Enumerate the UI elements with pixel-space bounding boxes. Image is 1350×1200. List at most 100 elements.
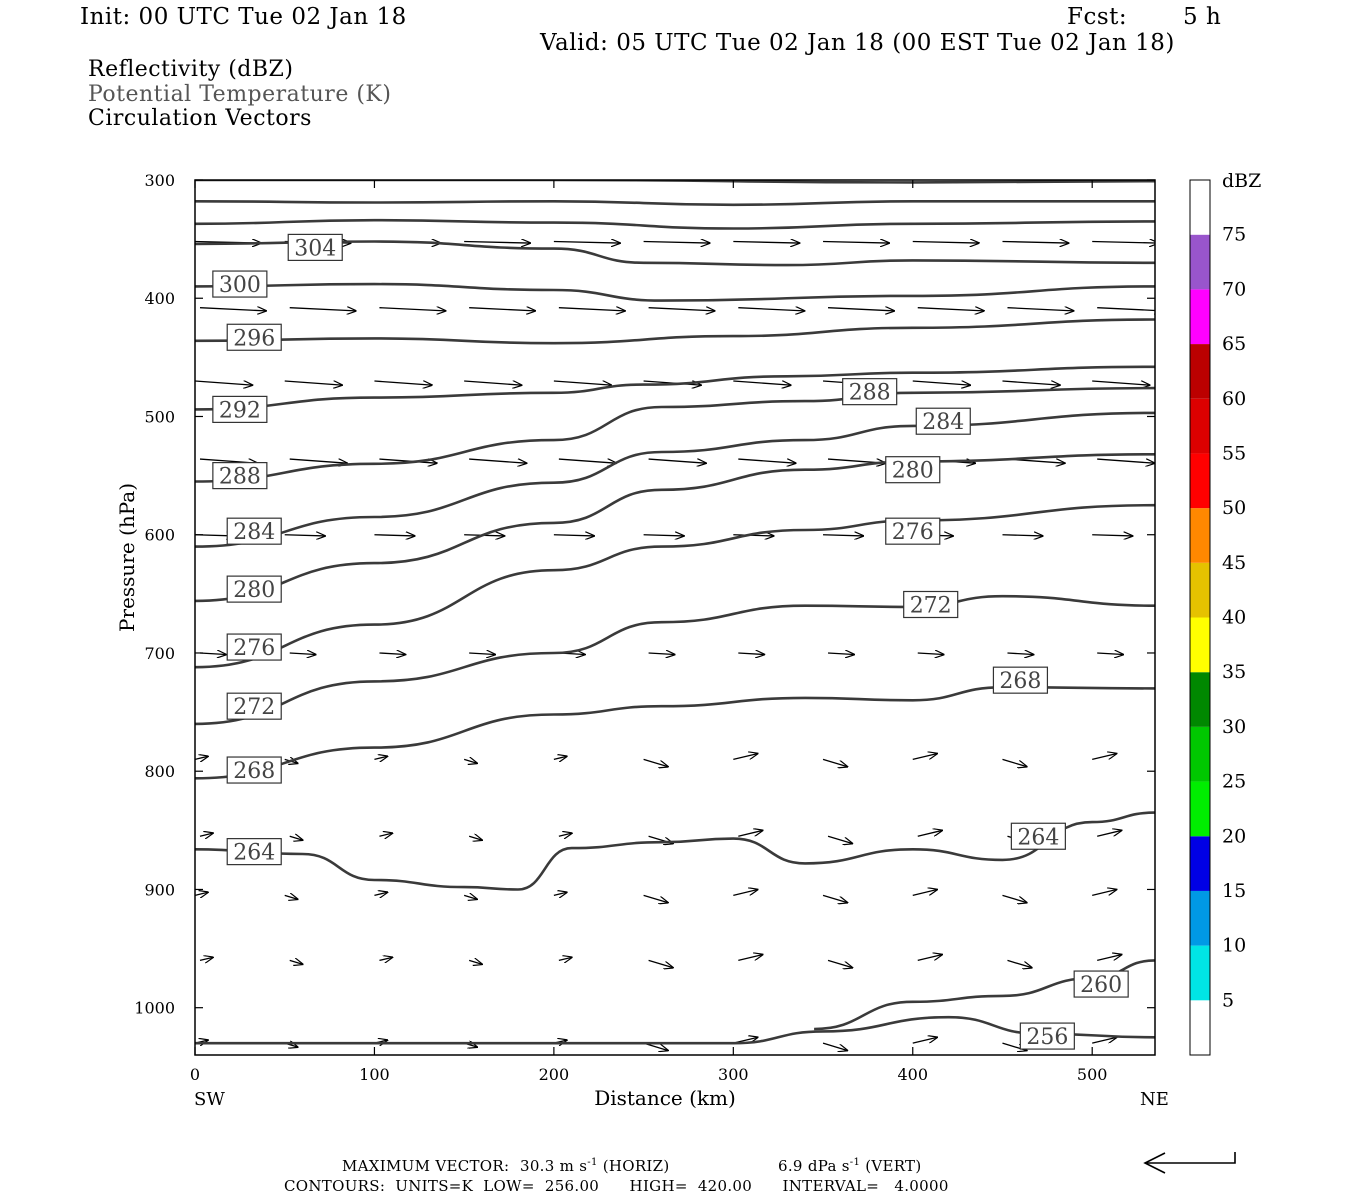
valid-time: Valid: 05 UTC Tue 02 Jan 18 (00 EST Tue …	[540, 30, 1175, 56]
circulation-vector	[379, 308, 445, 311]
contour-label-box	[226, 323, 282, 351]
circulation-vector	[822, 758, 847, 766]
colorbar-band	[1190, 672, 1210, 727]
circulation-vector	[463, 759, 477, 763]
circulation-vector	[822, 894, 847, 902]
reference-vector-head	[1143, 1152, 1166, 1174]
circulation-vector	[284, 380, 342, 385]
circulation-vector	[917, 955, 942, 962]
x-tick-label-200: 200	[539, 1065, 570, 1084]
isentrope-lines	[195, 180, 1155, 1045]
circulation-vector	[1097, 308, 1155, 311]
x-tick-label-100: 100	[359, 1065, 390, 1084]
contour-label-272: 272	[233, 695, 275, 720]
contour-label-280: 280	[233, 578, 275, 603]
colorbar-band	[1190, 453, 1210, 509]
circulation-vector	[648, 308, 715, 311]
x-tick-label-400: 400	[897, 1065, 928, 1084]
circulation-vector	[1092, 890, 1116, 897]
contour-label-300: 300	[219, 273, 261, 298]
contour-label-296: 296	[233, 326, 275, 351]
contour-label-box	[915, 407, 971, 435]
reference-vector-arrow	[1145, 1152, 1236, 1164]
circulation-vector	[195, 756, 208, 759]
y-tick-label-400: 400	[144, 289, 175, 308]
circulation-vector	[468, 960, 482, 964]
colorbar-frame	[1189, 179, 1211, 1056]
max-vector-label: MAXIMUM VECTOR:	[342, 1157, 510, 1175]
contour-label-box	[885, 456, 941, 484]
circulation-vector	[284, 895, 298, 899]
colorbar-label-5: 5	[1222, 989, 1234, 1011]
circulation-vector	[738, 308, 804, 311]
colorbar-band	[1190, 890, 1210, 946]
circulation-vector	[284, 535, 325, 536]
circulation-vector	[823, 535, 863, 536]
circulation-vector	[1002, 758, 1026, 766]
circulation-vector	[917, 830, 942, 837]
circulation-vector	[1002, 894, 1026, 902]
circulation-vector	[1002, 535, 1042, 536]
circulation-vector	[199, 308, 266, 311]
circulation-vector	[195, 892, 208, 895]
forecast-label: Fcst:	[1067, 4, 1128, 30]
contour-label-264: 264	[233, 841, 275, 866]
contour-label-box	[1010, 822, 1066, 850]
contour-label-272: 272	[910, 593, 952, 618]
y-tick-label-900: 900	[144, 880, 175, 899]
circulation-vector	[822, 1042, 847, 1050]
circulation-vector	[553, 535, 594, 536]
circulation-vector	[643, 241, 710, 243]
contour-label-284: 284	[233, 520, 275, 545]
contour-label-box	[885, 517, 941, 545]
circulation-vector	[553, 241, 620, 243]
contour-label-260: 260	[1080, 973, 1122, 998]
y-axis-title: Pressure (hPa)	[115, 483, 139, 632]
contour-label-292: 292	[219, 398, 261, 423]
colorbar-label-30: 30	[1222, 716, 1246, 738]
circulation-vector	[912, 380, 970, 385]
contour-label-box	[903, 590, 959, 619]
circulation-vector	[469, 653, 495, 655]
circulation-vector	[379, 458, 436, 463]
circulation-vector	[553, 892, 567, 895]
x-tick-label-0: 0	[190, 1065, 200, 1084]
field-circulation-vectors: Circulation Vectors	[88, 106, 312, 131]
circulation-vector	[553, 380, 611, 385]
circulation-vector	[648, 959, 673, 967]
x-end-label-right: NE	[1140, 1089, 1169, 1110]
circulation-vector	[379, 653, 405, 655]
isentrope-276	[195, 503, 1155, 669]
colorbar-label-55: 55	[1222, 442, 1246, 464]
isentrope-264	[195, 811, 1155, 891]
plot-frame	[194, 179, 1156, 1056]
y-tick-label-500: 500	[144, 407, 175, 426]
colorbar-band	[1190, 781, 1210, 837]
circulation-vector	[917, 308, 984, 311]
contour-label-box	[842, 378, 898, 406]
colorbar-band	[1190, 1000, 1210, 1055]
circulation-vector	[912, 241, 979, 243]
field-reflectivity: Reflectivity (dBZ)	[88, 57, 294, 82]
colorbar-label-25: 25	[1222, 771, 1246, 793]
circulation-vector	[553, 756, 567, 759]
circulation-vector	[199, 833, 213, 836]
contour-label-280: 280	[892, 459, 934, 484]
field-potential-temperature: Potential Temperature (K)	[88, 82, 392, 107]
colorbar-band	[1190, 289, 1210, 345]
colorbar-label-15: 15	[1222, 880, 1246, 902]
circulation-vector	[558, 957, 572, 960]
x-tick-label-300: 300	[718, 1065, 749, 1084]
init-time: Init: 00 UTC Tue 02 Jan 18	[80, 4, 407, 30]
circulation-vector	[463, 895, 477, 899]
contour-label-288: 288	[219, 465, 261, 490]
circulation-vector	[1092, 535, 1132, 536]
circulation-vector	[464, 380, 521, 385]
isentrope-296	[195, 318, 1155, 345]
circulation-vector	[289, 653, 316, 655]
colorbar-band	[1190, 945, 1210, 1001]
y-tick-label-800: 800	[144, 762, 175, 781]
circulation-vector	[733, 754, 757, 761]
max-vector-vertical: 6.9 dPa s-1 (VERT)	[778, 1157, 922, 1175]
